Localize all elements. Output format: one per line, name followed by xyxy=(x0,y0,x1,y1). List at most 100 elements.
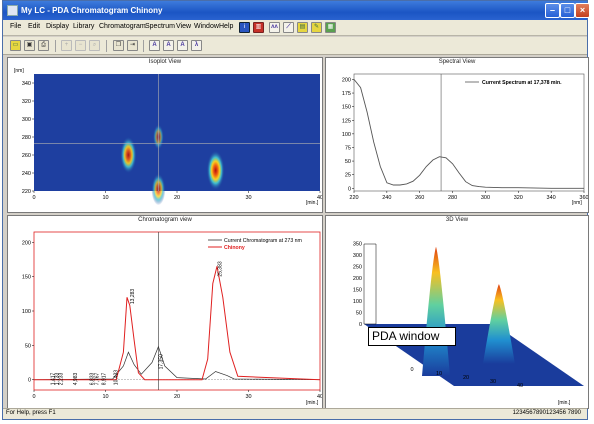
peak-label: 6,833 xyxy=(89,372,95,385)
y-tick-label: 50 xyxy=(345,159,351,165)
legend-label: Current Spectrum at 17,378 min. xyxy=(482,80,562,86)
y-tick-label: 320 xyxy=(22,99,31,105)
heat-spot xyxy=(120,136,137,174)
menu-help[interactable]: Help xyxy=(219,23,234,30)
spectrum-library-icon[interactable]: ▦ xyxy=(325,22,336,33)
x-unit-label: [min.] xyxy=(306,200,319,206)
menu-library[interactable]: Library xyxy=(73,23,95,30)
title-bar: My LC - PDA Chromatogram Chinony – □ × xyxy=(3,1,590,20)
y-tick-label: 150 xyxy=(353,288,362,294)
menu-view[interactable]: View xyxy=(176,23,192,30)
view3d-chart: 0501001502002503003502002202402602803003… xyxy=(353,242,584,406)
status-text: For Help, press F1 xyxy=(6,410,56,416)
zoom-out-icon[interactable]: − xyxy=(75,40,86,51)
y-tick-label: 280 xyxy=(22,135,31,141)
z-tick-label: 240 xyxy=(387,297,396,303)
y-tick-label: 0 xyxy=(28,378,31,384)
y-tick-label: 25 xyxy=(345,173,351,179)
report-icon[interactable]: ▤ xyxy=(297,22,308,33)
view3d-pane[interactable]: 3D View 0 50 100 150 200 250 300 350 200 220 240 26… xyxy=(325,215,589,409)
overlay-view-icon[interactable]: A xyxy=(163,40,174,51)
peak-label: 10,433 xyxy=(114,370,120,386)
menu-chromatogram[interactable]: Chromatogram xyxy=(99,23,146,30)
peak-label: 8,917 xyxy=(102,372,108,385)
spectrum-view-icon[interactable]: A xyxy=(177,40,188,51)
chromatogram-pane[interactable]: Chromatogram view Current Chromatogram a… xyxy=(7,215,323,409)
x-tick-label: 320 xyxy=(514,195,523,201)
menu-spectrum[interactable]: Spectrum xyxy=(145,23,175,30)
edit-icon[interactable]: ✎ xyxy=(311,22,322,33)
compare-view-icon[interactable]: λ xyxy=(191,40,202,51)
menu-window[interactable]: Window xyxy=(194,23,219,30)
minimize-button[interactable]: – xyxy=(545,3,560,18)
export-icon[interactable]: ⇥ xyxy=(127,40,138,51)
chromatogram-view-icon[interactable]: A xyxy=(149,40,160,51)
chromatogram-chart: Current Chromatogram at 273 nm Chinony 1… xyxy=(22,231,322,406)
x-unit-label: [min.] xyxy=(306,400,319,406)
spectral-chart: Current Spectrum at 17,378 min. 0 25 50 75 1… xyxy=(342,73,588,206)
pane-title: 3D View xyxy=(445,217,469,223)
isoplot-pane[interactable]: Isoplot View 220 240 260 280 300 320 340 0 10 20 3… xyxy=(7,57,323,213)
x-tick-label: 360 xyxy=(579,195,588,201)
app-icon xyxy=(7,5,18,16)
pane-title: Isoplot View xyxy=(148,59,182,65)
x-tick-label: 40 xyxy=(317,394,322,400)
status-indicator: 1234567890123456 7890 xyxy=(512,410,581,416)
menu-bar: File Edit Display Library Chromatogram S… xyxy=(3,20,587,36)
peak-label: 1,733 xyxy=(54,372,60,385)
x-tick-label: 240 xyxy=(382,195,391,201)
x-tick-label: 340 xyxy=(547,195,556,201)
z-tick-label: 260 xyxy=(392,288,401,294)
x-tick-label: 10 xyxy=(102,394,108,400)
toolbar-separator xyxy=(143,40,144,52)
x-tick-label: 260 xyxy=(415,195,424,201)
y-tick-label: 0 xyxy=(359,322,362,328)
legend-label-current: Current Chromatogram at 273 nm xyxy=(224,238,302,244)
z-axis-wall xyxy=(363,243,377,325)
heat-spot xyxy=(206,150,225,191)
close-button[interactable]: × xyxy=(575,3,590,18)
x-unit-label: [nm] xyxy=(572,200,582,206)
isoplot-chart: 220 240 260 280 300 320 340 0 10 20 30 40 [nm] [min.] xyxy=(14,68,322,206)
y-tick-label: 150 xyxy=(342,105,351,111)
x-tick-label: 0 xyxy=(32,394,35,400)
print-icon[interactable]: ⎙ xyxy=(38,40,49,51)
peak-label: 17,350 xyxy=(159,354,165,370)
x-tick-label: 30 xyxy=(490,379,496,385)
menu-display[interactable]: Display xyxy=(46,23,69,30)
zoom-fit-icon[interactable]: ⌕ xyxy=(89,40,100,51)
y-tick-label: 175 xyxy=(342,91,351,97)
save-icon[interactable]: ▣ xyxy=(24,40,35,51)
y-tick-label: 50 xyxy=(25,343,31,349)
spectral-pane[interactable]: Spectral View Current Spectrum at 17,378… xyxy=(325,57,589,213)
y-tick-label: 300 xyxy=(22,117,31,123)
peak-label: 13,283 xyxy=(130,289,136,305)
x-tick-label: 0 xyxy=(32,195,35,201)
x-tick-label: 280 xyxy=(448,195,457,201)
y-tick-label: 100 xyxy=(342,132,351,138)
open-icon[interactable]: ▭ xyxy=(10,40,21,51)
y-tick-label: 100 xyxy=(353,299,362,305)
y-tick-label: 300 xyxy=(353,253,362,259)
copy-icon[interactable]: ❐ xyxy=(113,40,124,51)
y-tick-label: 200 xyxy=(22,240,31,246)
peak-label: 4,983 xyxy=(73,372,79,385)
y-tick-label: 200 xyxy=(342,77,351,83)
x-tick-label: 10 xyxy=(102,195,108,201)
y-tick-label: 125 xyxy=(342,118,351,124)
y-tick-label: 350 xyxy=(353,242,362,248)
book-icon[interactable]: ▥ xyxy=(253,22,264,33)
peaks-icon[interactable]: ʌʌ xyxy=(269,22,280,33)
menu-file[interactable]: File xyxy=(10,23,22,30)
menu-edit[interactable]: Edit xyxy=(28,23,41,30)
tooltip: PDA window xyxy=(368,327,456,346)
zoom-in-icon[interactable]: + xyxy=(61,40,72,51)
y-tick-label: 240 xyxy=(22,171,31,177)
z-tick-label: 320 xyxy=(405,261,414,267)
legend-label-chinony: Chinony xyxy=(224,245,245,251)
line-plot-icon[interactable]: ⟋ xyxy=(283,22,294,33)
y-tick-label: 250 xyxy=(353,265,362,271)
maximize-button[interactable]: □ xyxy=(560,3,575,18)
info-icon[interactable]: i xyxy=(239,22,250,33)
